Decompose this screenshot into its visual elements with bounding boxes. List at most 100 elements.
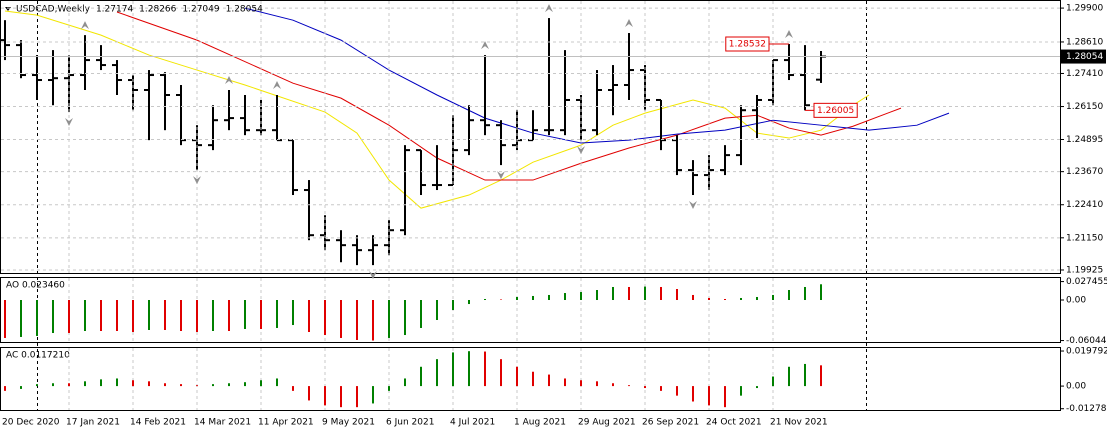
histogram-bar (164, 383, 166, 387)
histogram-bar (164, 300, 166, 330)
y-tick-label: 0.00 (1066, 296, 1086, 306)
histogram-bar (4, 300, 6, 338)
histogram-bar (100, 379, 102, 387)
histogram-bar (212, 384, 214, 387)
histogram-bar (292, 300, 294, 326)
fractal-up (225, 76, 233, 85)
histogram-bar (84, 381, 86, 387)
fractal-down (193, 176, 201, 185)
histogram-bar (436, 359, 438, 387)
x-tick-label: 1 Aug 2021 (514, 418, 566, 428)
x-tick-label: 9 May 2021 (322, 418, 375, 428)
histogram-bar (116, 300, 118, 331)
x-tick-label: 4 Jul 2021 (450, 418, 495, 428)
histogram-bar (628, 385, 630, 387)
histogram-bar (548, 374, 550, 387)
indicator-title: AO 0.023460 (6, 281, 65, 291)
histogram-bar (324, 300, 326, 336)
y-tick-label: 1.28610 (1066, 37, 1103, 47)
histogram-bar (388, 300, 390, 338)
histogram-bar (644, 286, 646, 301)
histogram-bar (228, 383, 230, 387)
histogram-bar (756, 296, 758, 301)
histogram-bar (276, 300, 278, 328)
histogram-bar (292, 386, 294, 391)
histogram-bar (532, 295, 534, 301)
histogram-bar (212, 300, 214, 331)
histogram-bar (692, 386, 694, 402)
fractal-down (577, 146, 585, 155)
histogram-bar (420, 366, 422, 387)
y-tick-label: -0.012780 (1066, 404, 1107, 414)
histogram-bar (644, 386, 646, 389)
y-tick-label: 1.26150 (1066, 102, 1103, 112)
histogram-bar (468, 351, 470, 387)
histogram-bar (132, 300, 134, 333)
header-value: 1.28266 (139, 5, 176, 15)
fractal-down (65, 118, 73, 127)
ao-panel (0, 277, 1061, 343)
y-tick-label: 1.21150 (1066, 233, 1103, 243)
histogram-bar (84, 300, 86, 331)
histogram-bar (564, 293, 566, 301)
histogram-bar (452, 300, 454, 310)
y-tick-label: 0.00 (1066, 382, 1086, 392)
histogram-bar (660, 286, 662, 301)
y-tick-label: 0.0197922 (1066, 347, 1107, 357)
histogram-bar (36, 300, 38, 336)
price-label: 1.26005 (817, 106, 854, 116)
histogram-bar (244, 300, 246, 329)
fractal-up (625, 19, 633, 28)
histogram-bar (52, 300, 54, 334)
indicator-title: AC 0.0117210 (6, 351, 70, 361)
histogram-bar (612, 383, 614, 387)
histogram-bar (772, 294, 774, 301)
fractal-up (785, 30, 793, 39)
header-value: 1.27174 (96, 5, 133, 15)
x-tick-label: 20 Dec 2020 (2, 418, 60, 428)
fractal-up (81, 21, 89, 30)
histogram-bar (260, 380, 262, 387)
y-tick-label: 1.19925 (1066, 265, 1103, 275)
fractal-up (481, 41, 489, 50)
fractal-up (273, 80, 281, 89)
fractal-down (689, 201, 697, 210)
histogram-bar (596, 290, 598, 301)
y-tick-label: 1.29900 (1066, 4, 1103, 14)
histogram-bar (356, 300, 358, 340)
histogram-bar (804, 363, 806, 387)
histogram-bar (500, 299, 502, 301)
x-tick-label: 11 Apr 2021 (258, 418, 314, 428)
histogram-bar (772, 376, 774, 387)
histogram-bar (372, 300, 374, 341)
histogram-bar (484, 351, 486, 387)
histogram-bar (820, 365, 822, 387)
histogram-bar (132, 380, 134, 387)
histogram-bar (708, 386, 710, 406)
histogram-bar (516, 366, 518, 387)
histogram-bar (404, 378, 406, 387)
histogram-bar (532, 371, 534, 387)
histogram-bar (308, 386, 310, 401)
histogram-bar (20, 386, 22, 389)
y-tick-label: 1.24895 (1066, 135, 1103, 145)
histogram-bar (20, 300, 22, 337)
x-tick-label: 26 Sep 2021 (642, 418, 699, 428)
histogram-bar (516, 296, 518, 301)
histogram-bar (340, 386, 342, 408)
histogram-bar (500, 359, 502, 387)
fractal-down (497, 171, 505, 180)
histogram-bar (388, 386, 390, 391)
histogram-bar (788, 366, 790, 387)
y-tick-label: 1.27410 (1066, 69, 1103, 79)
histogram-bar (484, 298, 486, 301)
histogram-bar (196, 300, 198, 333)
histogram-bar (324, 386, 326, 406)
fractal-down (369, 271, 377, 280)
header-value: 1.28054 (226, 5, 263, 15)
histogram-bar (244, 382, 246, 387)
histogram-bar (68, 300, 70, 334)
current-price-box (1061, 49, 1106, 64)
histogram-bar (4, 386, 6, 391)
x-tick-label: 17 Jan 2021 (66, 418, 120, 428)
